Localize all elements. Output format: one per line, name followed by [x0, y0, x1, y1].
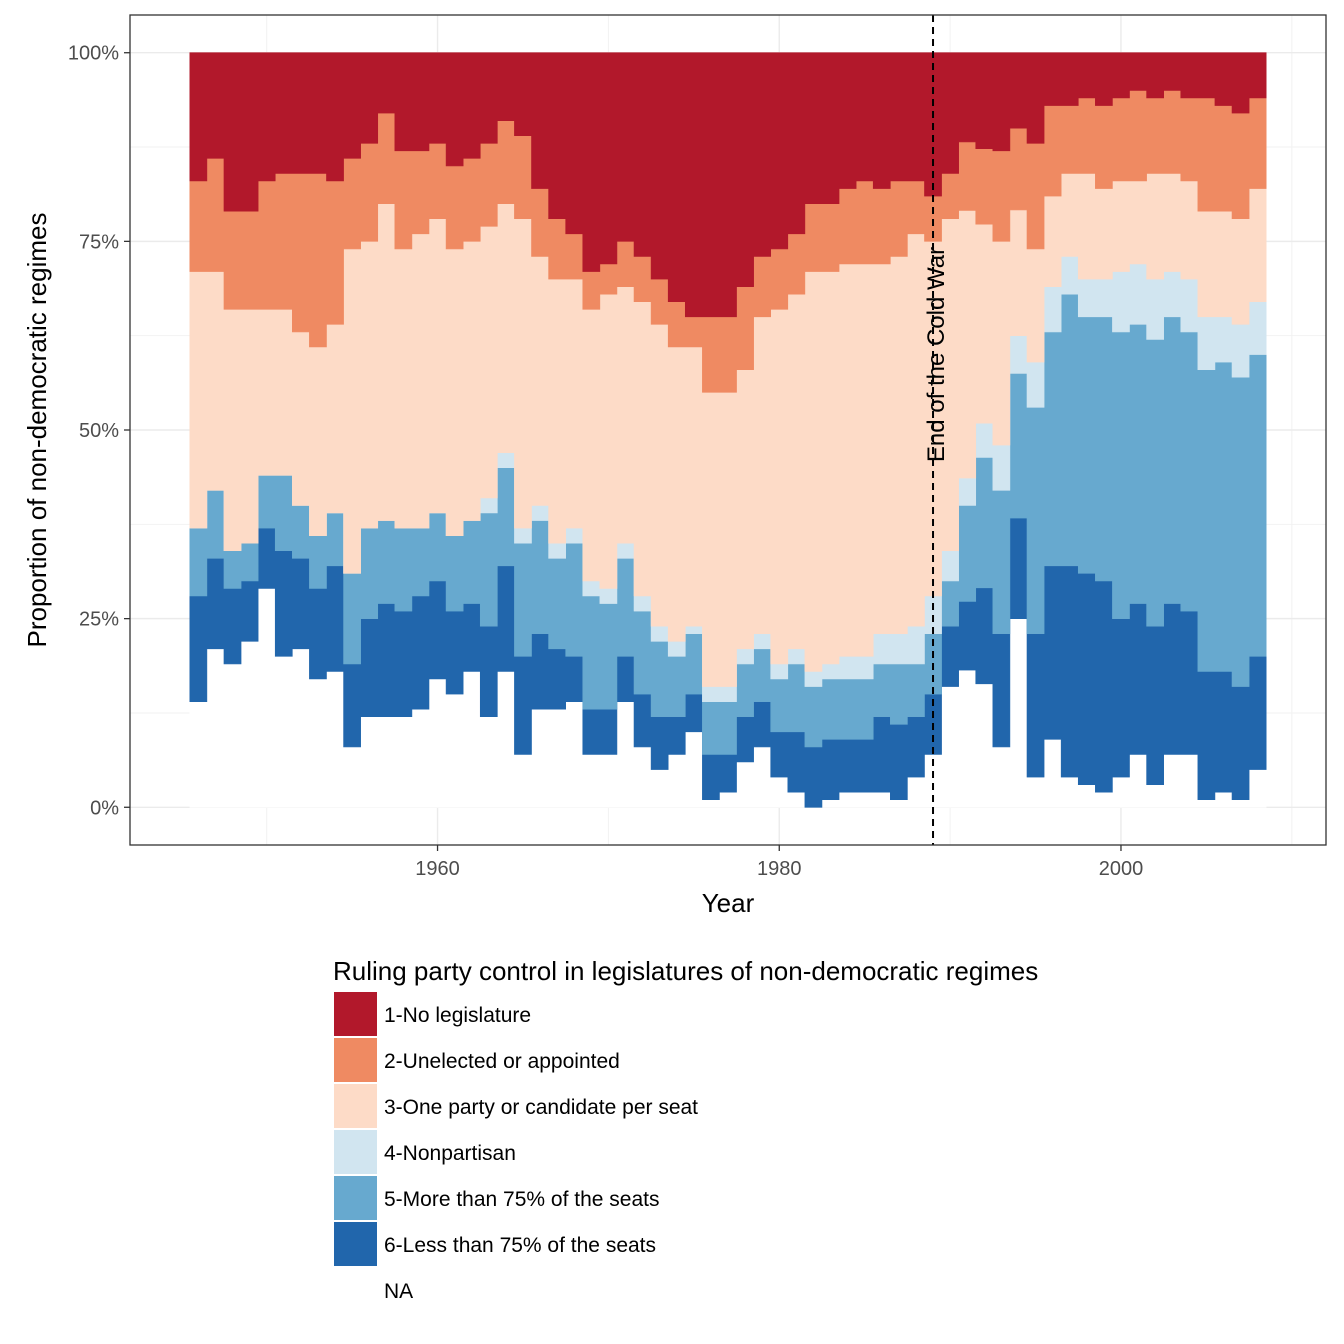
- y-tick-label: 50%: [79, 420, 119, 442]
- legend-label-1-no-legislature: 1-No legislature: [384, 1004, 531, 1027]
- stacked-areas: [189, 52, 1267, 808]
- legend-label-2-unelected-or-appointed: 2-Unelected or appointed: [384, 1050, 620, 1073]
- legend-title: Ruling party control in legislatures of …: [333, 956, 1038, 986]
- y-tick-label: 0%: [90, 797, 119, 819]
- legend-label-4-nonpartisan: 4-Nonpartisan: [384, 1142, 516, 1165]
- cold-war-label: End of the Cold War: [923, 247, 950, 462]
- legend-key-3-one-party-or-candidate-per-seat: [334, 1084, 377, 1128]
- x-tick-label: 1980: [757, 858, 802, 880]
- y-axis-title: Proportion of non-democratic regimes: [22, 213, 52, 648]
- legend-label-6-less-than-75-of-the-seats: 6-Less than 75% of the seats: [384, 1234, 656, 1257]
- legend-key-na: [334, 1268, 377, 1312]
- legend-key-1-no-legislature: [334, 992, 377, 1036]
- area-1-no-legislature: [189, 52, 1267, 318]
- legend-key-6-less-than-75-of-the-seats: [334, 1222, 377, 1266]
- x-axis-title: Year: [702, 888, 755, 918]
- legend-label-na: NA: [384, 1280, 413, 1303]
- legend-label-3-one-party-or-candidate-per-seat: 3-One party or candidate per seat: [384, 1096, 698, 1119]
- cold-war-annotation: End of the Cold War: [923, 15, 950, 845]
- legend: Ruling party control in legislatures of …: [333, 956, 1038, 1312]
- y-tick-label: 100%: [68, 43, 119, 65]
- y-tick-label: 25%: [79, 609, 119, 631]
- legend-key-4-nonpartisan: [334, 1130, 377, 1174]
- y-tick-label: 75%: [79, 231, 119, 253]
- x-tick-label: 1960: [415, 858, 460, 880]
- axis-ticks: 1960 1980 2000 0% 25% 50% 75% 100%: [68, 43, 1143, 880]
- legend-label-5-more-than-75-of-the-seats: 5-More than 75% of the seats: [384, 1188, 660, 1211]
- legend-key-5-more-than-75-of-the-seats: [334, 1176, 377, 1220]
- x-tick-label: 2000: [1099, 858, 1144, 880]
- legend-key-2-unelected-or-appointed: [334, 1038, 377, 1082]
